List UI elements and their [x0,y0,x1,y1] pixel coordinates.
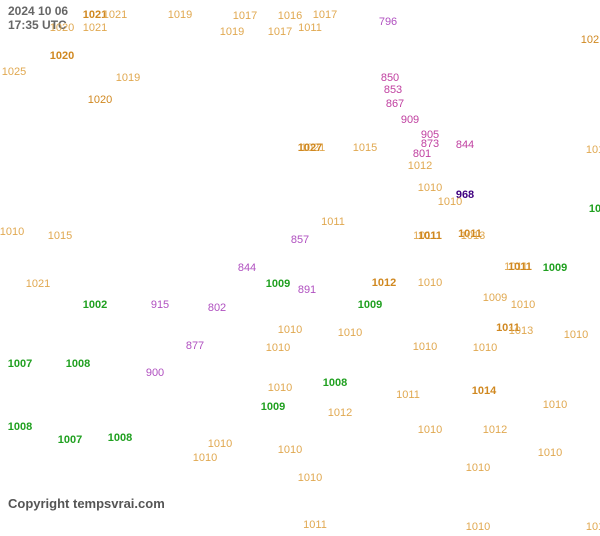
data-point: 1009 [261,401,285,413]
data-point: 1016 [278,10,302,22]
data-point: 1009 [543,262,567,274]
data-point: 1021 [581,34,600,46]
data-point: 900 [146,367,164,379]
data-point: 1009 [483,292,507,304]
data-point: 1010 [466,462,490,474]
data-point: 1010 [266,342,290,354]
data-point: 1010 [511,299,535,311]
data-point: 101 [586,521,600,533]
data-point: 877 [186,340,204,352]
data-point: 853 [384,84,402,96]
data-point: 1015 [48,230,72,242]
data-point: 1014 [472,385,496,397]
data-point: 1010 [538,447,562,459]
data-point: 101 [586,144,600,156]
data-point: 1010 [193,452,217,464]
data-point: 1010 [413,341,437,353]
data-point: 1020 [50,50,74,62]
data-point: 1011 [508,261,532,273]
data-point: 1017 [233,10,257,22]
data-point: 1011 [396,389,420,401]
data-point: 1015 [353,142,377,154]
data-point: 1012 [372,277,396,289]
data-point: 1010 [466,521,490,533]
data-point: 1019 [220,26,244,38]
data-point: 844 [456,139,474,151]
data-point: 1010 [298,472,322,484]
data-point: 1010 [338,327,362,339]
data-point: 1011 [418,230,442,242]
data-point: 1010 [418,424,442,436]
data-point: 1013 [509,325,533,337]
data-point: 801 [413,148,431,160]
data-point: 1020 [50,22,74,34]
data-point: 1002 [83,299,107,311]
data-point: 1017 [313,9,337,21]
data-point: 1010 [278,324,302,336]
data-point: 1013 [461,230,485,242]
data-point: 1025 [2,66,26,78]
data-point: 1010 [418,277,442,289]
copyright-text: Copyright tempsvrai.com [8,496,165,511]
data-point: 1009 [266,278,290,290]
data-point: 1021 [26,278,50,290]
data-point: 796 [379,16,397,28]
data-point: 1010 [564,329,588,341]
data-point: 867 [386,98,404,110]
data-point: 1021 [103,9,127,21]
data-point: 1019 [168,9,192,21]
data-point: 1017 [268,26,292,38]
data-point: 1011 [303,519,327,531]
data-point: 802 [208,302,226,314]
data-point: 1007 [8,358,32,370]
data-point: 1010 [208,438,232,450]
data-point: 1012 [408,160,432,172]
data-point: 1010 [418,182,442,194]
data-point: 909 [401,114,419,126]
data-point: 1012 [483,424,507,436]
pressure-map: 2024 10 06 17:35 UTC 1021102110191017101… [0,0,600,536]
data-point: 1019 [116,72,140,84]
data-point: 1008 [66,358,90,370]
data-point: 1008 [8,421,32,433]
data-point: 1010 [278,444,302,456]
data-point: 891 [298,284,316,296]
data-point: 1021 [83,22,107,34]
data-point: 1012 [328,407,352,419]
data-point: 1010 [438,196,462,208]
data-point: 915 [151,299,169,311]
data-point: 1020 [88,94,112,106]
data-point: 1011 [298,22,322,34]
data-point: 1008 [108,432,132,444]
data-point: 844 [238,262,256,274]
data-point: 1011 [321,216,345,228]
date-header: 2024 10 06 [8,4,68,18]
data-point: 1027 [298,142,322,154]
data-point: 1010 [473,342,497,354]
data-point: 1007 [58,434,82,446]
data-point: 1009 [358,299,382,311]
data-point: 1010 [268,382,292,394]
data-point: 1008 [323,377,347,389]
data-point: 1010 [543,399,567,411]
data-point: 1010 [0,226,24,238]
data-point: 10 [589,203,600,215]
data-point: 850 [381,72,399,84]
data-point: 857 [291,234,309,246]
